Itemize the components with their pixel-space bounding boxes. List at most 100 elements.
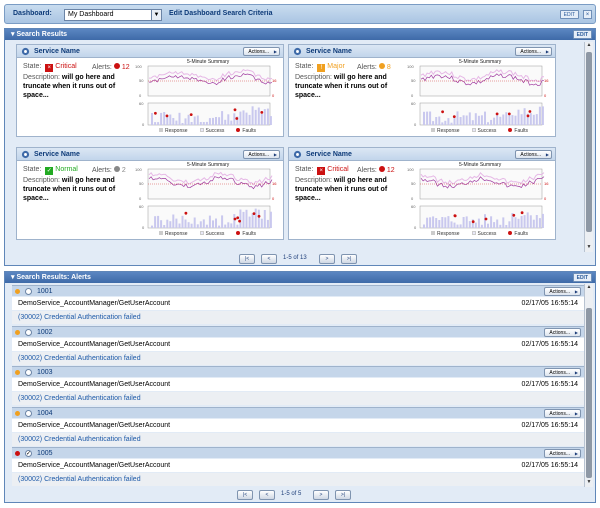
alert-service-row: DemoService_AccountManager/GetUserAccoun… <box>12 378 584 391</box>
severity-icon <box>15 451 20 456</box>
pager-first-button[interactable]: |< <box>239 254 255 264</box>
chart-legend: Response Success Faults <box>159 231 268 237</box>
collapse-icon[interactable]: ▾ <box>11 31 15 38</box>
alert-message[interactable]: (30002) Credential Authentication failed <box>18 354 141 362</box>
service-name[interactable]: Service Name <box>34 48 80 55</box>
actions-button[interactable]: Actions... <box>544 449 581 458</box>
service-card: Service Name Actions... State:✓Normal Alert… <box>16 147 284 240</box>
collapse-icon[interactable]: ▾ <box>11 274 15 281</box>
alerts-label: Alerts: <box>92 167 112 174</box>
alerts-title: Search Results: Alerts <box>16 274 91 281</box>
edit-dashboard-criteria-link[interactable]: Edit Dashboard Search Criteria <box>169 10 273 17</box>
alerts-header[interactable]: ▾ Search Results: Alerts EDIT <box>5 272 595 283</box>
alert-row-header[interactable]: 1002 Actions... <box>12 325 584 337</box>
dashboard-edit-button[interactable]: EDIT <box>559 10 579 19</box>
actions-button[interactable]: Actions... <box>243 47 280 56</box>
scroll-up-icon[interactable]: ▲ <box>586 284 592 290</box>
scroll-down-icon[interactable]: ▼ <box>586 244 592 250</box>
scroll-thumb[interactable] <box>586 52 592 232</box>
alert-service: DemoService_AccountManager/GetUserAccoun… <box>18 421 171 429</box>
chevron-down-icon[interactable]: ▼ <box>151 10 161 20</box>
alert-severity-icon <box>378 166 385 172</box>
pager-last-button[interactable]: >| <box>341 254 357 264</box>
legend-success: Success <box>471 231 503 237</box>
pager-last-button[interactable]: >| <box>335 490 351 500</box>
service-card-header: Service Name Actions... <box>17 148 283 161</box>
state-label: State: <box>23 63 42 70</box>
gear-icon <box>293 150 302 159</box>
search-results-header[interactable]: ▾ Search Results EDIT <box>5 29 595 40</box>
alert-severity-icon <box>113 63 120 69</box>
actions-button[interactable]: Actions... <box>544 327 581 337</box>
tick-label: 0 <box>411 93 414 98</box>
scroll-down-icon[interactable]: ▼ <box>586 479 592 485</box>
actions-button[interactable]: Actions... <box>544 287 581 296</box>
actions-button[interactable]: Actions... <box>515 150 552 159</box>
alert-checkbox[interactable] <box>25 328 32 336</box>
chart-title: 5-Minute Summary <box>459 162 502 168</box>
actions-button[interactable]: Actions... <box>243 150 280 159</box>
alerts-pager: |< < 1-5 of 5 > >| <box>237 490 367 501</box>
pager-range-text: 1-5 of 5 <box>281 491 302 497</box>
service-name[interactable]: Service Name <box>34 151 80 158</box>
gear-icon <box>293 47 302 56</box>
tick-label: 0 <box>139 93 142 98</box>
alert-service: DemoService_AccountManager/GetUserAccoun… <box>18 340 171 348</box>
pager-prev-button[interactable]: < <box>259 490 275 500</box>
search-results-edit-button[interactable]: EDIT <box>572 30 592 39</box>
alert-message[interactable]: (30002) Credential Authentication failed <box>18 435 141 443</box>
alert-checkbox[interactable] <box>25 369 32 376</box>
legend-response: Response <box>159 128 194 134</box>
tick-label: 0 <box>544 196 547 201</box>
alert-checkbox[interactable]: ✓ <box>25 450 32 457</box>
pager-prev-button[interactable]: < <box>261 254 277 264</box>
actions-button[interactable]: Actions... <box>544 408 581 418</box>
service-name[interactable]: Service Name <box>306 151 352 158</box>
tick-label: 100 <box>407 64 414 69</box>
state-icon: × <box>317 167 326 175</box>
alerts-count[interactable]: 2 <box>121 167 126 174</box>
pager-first-button[interactable]: |< <box>237 490 253 500</box>
service-description: Description: will go here and truncate w… <box>295 176 403 203</box>
dashboard-label: Dashboard: <box>13 10 52 17</box>
alert-service-row: DemoService_AccountManager/GetUserAccoun… <box>12 337 584 351</box>
alerts-count[interactable]: 12 <box>386 167 395 174</box>
alert-row-header[interactable]: 1001 Actions... <box>12 285 584 296</box>
alert-row-header[interactable]: 1003 Actions... <box>12 366 584 377</box>
description-ellipsis: space... <box>295 195 321 202</box>
tick-label: 0 <box>142 122 145 127</box>
alert-row-header[interactable]: ✓ 1005 Actions... <box>12 447 584 458</box>
alert-id: 1002 <box>37 328 53 336</box>
scroll-thumb[interactable] <box>586 308 592 478</box>
state-value: Major <box>327 63 345 70</box>
scroll-up-icon[interactable]: ▲ <box>586 42 592 48</box>
close-icon[interactable]: × <box>583 10 592 19</box>
tick-label: 50 <box>139 181 144 186</box>
pager-next-button[interactable]: > <box>313 490 329 500</box>
search-results-pager: |< < 1-5 of 13 > >| <box>239 254 369 265</box>
alert-service: DemoService_AccountManager/GetUserAccoun… <box>18 300 171 307</box>
service-state: State:! Major <box>295 63 345 72</box>
actions-button[interactable]: Actions... <box>515 47 552 56</box>
pager-next-button[interactable]: > <box>319 254 335 264</box>
alerts-scrollbar[interactable]: ▲ ▼ <box>584 284 593 487</box>
dashboard-select[interactable]: My Dashboard ▼ <box>64 9 162 21</box>
alerts-edit-button[interactable]: EDIT <box>572 273 592 282</box>
alert-checkbox[interactable] <box>25 409 32 417</box>
chart-title: 5-Minute Summary <box>459 59 502 65</box>
alert-message[interactable]: (30002) Credential Authentication failed <box>18 395 141 402</box>
service-name[interactable]: Service Name <box>306 48 352 55</box>
alert-service: DemoService_AccountManager/GetUserAccoun… <box>18 462 171 469</box>
alert-message[interactable]: (30002) Credential Authentication failed <box>18 476 141 483</box>
alert-message[interactable]: (30002) Credential Authentication failed <box>18 314 141 321</box>
alert-checkbox[interactable] <box>25 288 32 295</box>
description-text: will go here and truncate when it runs o… <box>295 74 388 90</box>
actions-button[interactable]: Actions... <box>544 368 581 377</box>
alerts-count[interactable]: 8 <box>386 64 391 71</box>
chart-title: 5-Minute Summary <box>187 59 230 65</box>
alerts-count[interactable]: 12 <box>121 64 130 71</box>
alert-row-header[interactable]: 1004 Actions... <box>12 406 584 418</box>
state-label: State: <box>295 63 314 70</box>
search-results-scrollbar[interactable]: ▲ ▼ <box>584 42 593 252</box>
alert-service-row: DemoService_AccountManager/GetUserAccoun… <box>12 418 584 432</box>
